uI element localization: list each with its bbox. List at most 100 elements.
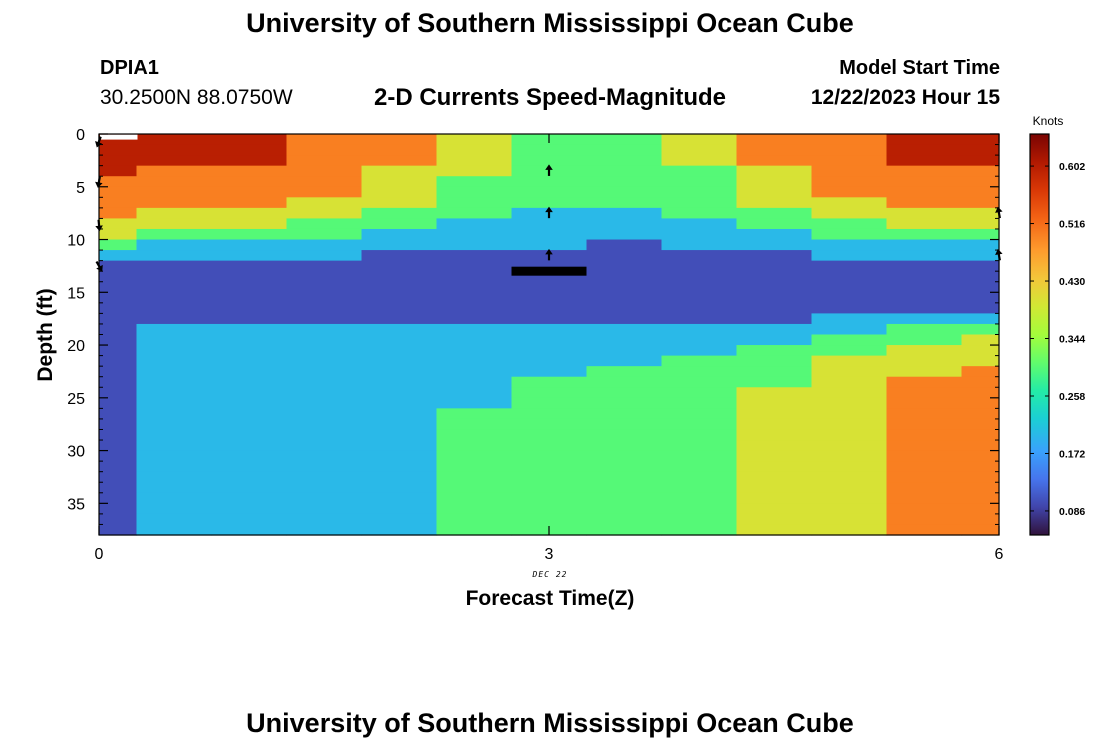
heatmap-cell [286, 376, 363, 388]
heatmap-cell [736, 165, 813, 177]
heatmap-cell [661, 186, 738, 198]
heatmap-cell [586, 376, 663, 388]
heatmap-cell [136, 345, 213, 357]
heatmap-cell [211, 429, 288, 441]
heatmap-cell [961, 313, 1000, 325]
heatmap-cell [586, 440, 663, 452]
heatmap-cell [99, 440, 138, 452]
heatmap-cell [99, 355, 138, 367]
heatmap-cell [99, 250, 138, 262]
heatmap-cell [961, 492, 1000, 504]
heatmap-cell [99, 345, 138, 357]
heatmap-cell [661, 524, 738, 536]
heatmap-cell [661, 239, 738, 251]
heatmap-cell [811, 513, 888, 526]
heatmap-cell [136, 207, 213, 220]
heatmap-cell [99, 376, 138, 388]
heatmap-cell [361, 471, 438, 483]
heatmap-cell [586, 355, 663, 367]
heatmap-cell [886, 176, 963, 188]
heatmap-cell [811, 302, 888, 314]
heatmap-cell [99, 186, 138, 198]
heatmap-cell [436, 334, 513, 346]
heatmap-cell [361, 302, 438, 314]
heatmap-cell [511, 228, 588, 241]
heatmap-cell [136, 492, 213, 504]
heatmap-cell [886, 134, 963, 146]
heatmap-cell [211, 524, 288, 536]
heatmap-cell [811, 408, 888, 420]
colorbar-tick-label: 0.430 [1059, 276, 1085, 288]
heatmap-cell [361, 144, 438, 156]
heatmap-cell [961, 292, 1000, 304]
model-start-value: 12/22/2023 Hour 15 [810, 86, 1000, 109]
heatmap-cell [211, 492, 288, 504]
heatmap-cell [736, 313, 813, 325]
heatmap-cell [436, 471, 513, 483]
heatmap-cell [586, 461, 663, 473]
heatmap-cell [886, 313, 963, 325]
current-vector-arrow [545, 206, 553, 219]
heatmap-cell [811, 345, 888, 357]
heatmap-cell [211, 471, 288, 483]
heatmap-cell [511, 397, 588, 409]
heatmap-cell [661, 450, 738, 462]
heatmap-cell [736, 302, 813, 314]
heatmap-cell [436, 207, 513, 220]
heatmap-cell [361, 513, 438, 526]
heatmap-cell [286, 418, 363, 431]
heatmap-cell [886, 165, 963, 177]
heatmap-cell [886, 144, 963, 156]
heatmap-cell [511, 218, 588, 230]
heatmap-cell [736, 271, 813, 283]
heatmap-cell [586, 450, 663, 462]
heatmap-cell [811, 271, 888, 283]
heatmap-cell [661, 250, 738, 262]
heatmap-cell [811, 228, 888, 241]
heatmap-cell [286, 323, 363, 336]
heatmap-cell [436, 408, 513, 420]
arrow-head [545, 164, 553, 170]
heatmap-cell [136, 197, 213, 209]
heatmap-cell [511, 471, 588, 483]
heatmap-cell [661, 482, 738, 494]
heatmap-cell [136, 334, 213, 346]
heatmap-cell [99, 387, 138, 399]
heatmap-cell [286, 334, 363, 346]
heatmap-cell [99, 397, 138, 409]
heatmap-cell [961, 345, 1000, 357]
heatmap-cell [511, 482, 588, 494]
heatmap-cell [811, 292, 888, 304]
heatmap-cell [436, 482, 513, 494]
heatmap-cell [586, 186, 663, 198]
heatmap-cell [436, 355, 513, 367]
heatmap-cell [661, 197, 738, 209]
heatmap-cell [436, 323, 513, 336]
heatmap-cell [511, 271, 588, 283]
heatmap-cell [99, 408, 138, 420]
heatmap-cell [811, 313, 888, 325]
heatmap-cell [99, 482, 138, 494]
heatmap-cell [586, 334, 663, 346]
heatmap-cell [736, 408, 813, 420]
heatmap-cell [136, 144, 213, 156]
heatmap-cell [886, 482, 963, 494]
heatmap-cell [211, 239, 288, 251]
y-tick-label: 25 [67, 391, 85, 408]
heatmap-cell [436, 186, 513, 198]
heatmap-cell [811, 387, 888, 399]
heatmap-cell [211, 271, 288, 283]
heatmap-cell [361, 345, 438, 357]
heatmap-cell [661, 513, 738, 526]
heatmap-cell [886, 397, 963, 409]
colorbar-tick-label: 0.258 [1059, 391, 1085, 403]
heatmap-cell [211, 207, 288, 220]
heatmap-cell [586, 292, 663, 304]
heatmap-cell [661, 345, 738, 357]
heatmap-cell [811, 355, 888, 367]
heatmap-cell [211, 397, 288, 409]
heatmap-cell [286, 345, 363, 357]
heatmap-cell [436, 176, 513, 188]
heatmap-cell [886, 334, 963, 346]
heatmap-cell [361, 397, 438, 409]
